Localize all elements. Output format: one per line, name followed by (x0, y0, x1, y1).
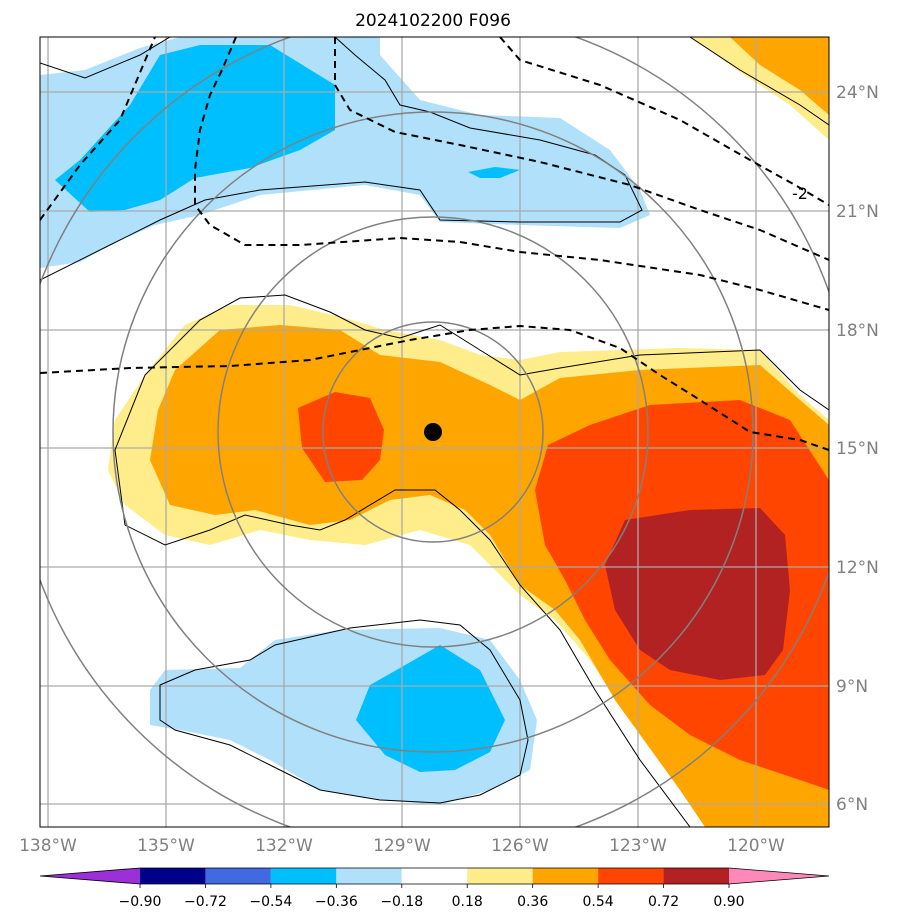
colorbar-extend-low (40, 868, 140, 884)
field-neg-mid-north-small (468, 167, 520, 178)
colorbar-segment (336, 868, 402, 884)
colorbar-tick-label: 0.54 (583, 894, 614, 910)
colorbar-extend-high (729, 868, 829, 884)
contour-label: -2 (792, 184, 808, 203)
lon-label: 126°W (491, 836, 549, 856)
colorbar-tick-label: −0.54 (249, 894, 292, 910)
colorbar-tick-label: −0.36 (315, 894, 358, 910)
colorbar-tick-label: −0.72 (184, 894, 227, 910)
colorbar-segment (205, 868, 271, 884)
colorbar-segment (140, 868, 206, 884)
colorbar-segment (270, 868, 337, 884)
latitude-labels: 24°N 21°N 18°N 15°N 12°N 9°N 6°N (836, 83, 879, 815)
colorbar-segment (532, 868, 599, 884)
field-pos-max (605, 508, 790, 680)
colorbar-segment (401, 868, 468, 884)
colorbar-tick-label: −0.90 (119, 894, 162, 910)
colorbar-tick-label: 0.90 (713, 894, 744, 910)
lat-label: 18°N (836, 321, 879, 341)
field-neg-mid-north (55, 45, 335, 212)
lat-label: 9°N (836, 677, 868, 697)
black-contours (40, 37, 829, 827)
lat-lon-grid (40, 37, 829, 827)
field-neg-mid-south (356, 645, 505, 772)
lon-label: 129°W (373, 836, 431, 856)
lon-label: 135°W (137, 836, 195, 856)
lat-label: 21°N (836, 202, 879, 222)
lat-label: 24°N (836, 83, 879, 103)
colorbar-segment (663, 868, 729, 884)
colorbar-tick-label: −0.18 (380, 894, 423, 910)
map-area: -2 (40, 37, 829, 827)
lon-label: 132°W (255, 836, 313, 856)
colorbar-tick-label: 0.36 (517, 894, 548, 910)
lat-label: 6°N (836, 795, 868, 815)
lat-label: 12°N (836, 558, 879, 578)
colorbar-segment (598, 868, 664, 884)
storm-center-marker (424, 423, 442, 441)
dashed-contours (40, 37, 829, 451)
lat-label: 15°N (836, 439, 879, 459)
longitude-labels: 138°W 135°W 132°W 129°W 126°W 123°W 120°… (19, 836, 785, 856)
lon-label: 123°W (609, 836, 667, 856)
lon-label: 138°W (19, 836, 77, 856)
field-pos-high (298, 392, 829, 790)
colorbar-tick-label: 0.18 (452, 894, 483, 910)
lon-label: 120°W (727, 836, 785, 856)
colorbar: −0.90 −0.72 −0.54 −0.36 −0.18 0.18 0.36 0.54 0.7… (39, 867, 830, 910)
map-title: 2024102200 F096 (355, 11, 511, 31)
colorbar-tick-label: 0.72 (648, 894, 679, 910)
colorbar-segment (467, 868, 533, 884)
map-border (39, 36, 830, 828)
